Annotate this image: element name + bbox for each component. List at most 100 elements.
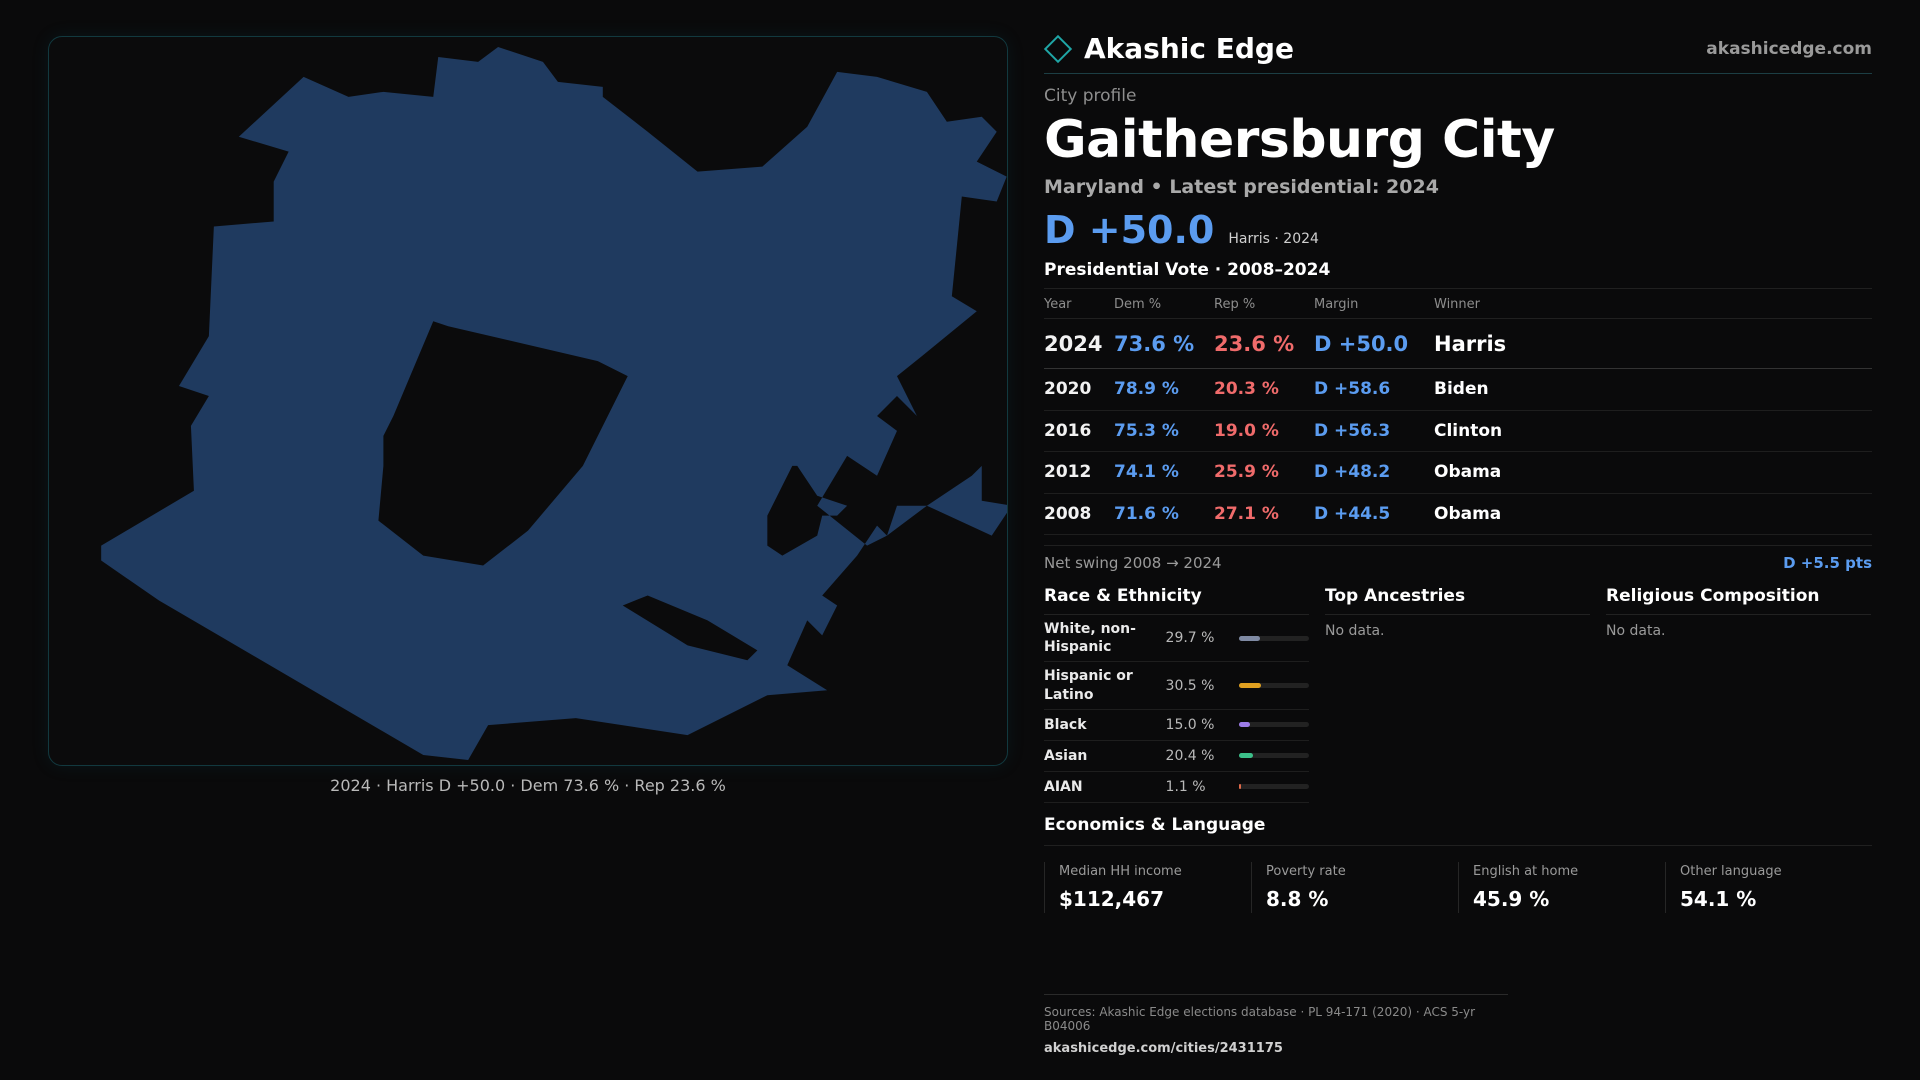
stat-label: English at home [1473, 863, 1579, 879]
stat-english-at-home: English at home 45.9 % [1458, 861, 1665, 913]
race-percent: 1.1 % [1165, 778, 1206, 795]
stat-label: Other language [1680, 863, 1782, 879]
demographics-grid: Race & Ethnicity White, non-Hispanic 29.… [1044, 586, 1872, 803]
race-bar-fill [1239, 635, 1260, 641]
religion-empty: No data. [1606, 623, 1666, 639]
stat-value: $112,467 [1059, 886, 1165, 911]
stat-value: 8.8 % [1266, 886, 1329, 911]
cell-year: 2008 [1044, 493, 1114, 535]
race-row: AIAN 1.1 % [1044, 772, 1309, 803]
race-bar-fill [1239, 784, 1241, 790]
race-name: Asian [1044, 747, 1088, 764]
stat-label: Median HH income [1059, 863, 1182, 879]
race-name: Black [1044, 716, 1087, 733]
net-swing-row: Net swing 2008 → 2024 D +5.5 pts [1044, 545, 1872, 572]
net-swing-value: D +5.5 pts [1783, 554, 1872, 572]
column-header-dem: Dem % [1114, 289, 1214, 319]
cell-rep: 20.3 % [1214, 368, 1314, 411]
cell-dem: 73.6 % [1114, 318, 1214, 369]
race-row: Asian 20.4 % [1044, 741, 1309, 772]
cell-rep: 23.6 % [1214, 318, 1314, 369]
race-bar-fill [1239, 722, 1250, 728]
net-swing-label: Net swing 2008 → 2024 [1044, 554, 1222, 572]
race-bar-track [1239, 722, 1309, 728]
economics-title: Economics & Language [1044, 815, 1872, 846]
presidential-vote-table: Year Dem % Rep % Margin Winner 2024 73.6… [1044, 289, 1872, 535]
cell-year: 2024 [1044, 318, 1114, 369]
brand[interactable]: Akashic Edge [1043, 32, 1294, 65]
cell-winner: Clinton [1434, 410, 1872, 452]
race-percent: 20.4 % [1165, 747, 1215, 764]
cell-winner: Obama [1434, 493, 1872, 535]
city-boundary-map [101, 46, 1007, 761]
economics-grid: Median HH income $112,467 Poverty rate 8… [1044, 861, 1872, 913]
race-name: Hispanic or Latino [1044, 668, 1133, 703]
table-header-row: Year Dem % Rep % Margin Winner [1044, 289, 1872, 319]
religion-title: Religious Composition [1606, 586, 1871, 615]
race-percent: 30.5 % [1165, 677, 1215, 694]
site-link[interactable]: akashicedge.com [1706, 38, 1872, 59]
column-header-winner: Winner [1434, 289, 1872, 319]
headline-margin: D +50.0 [1044, 208, 1215, 252]
column-header-margin: Margin [1314, 289, 1434, 319]
table-row: 2024 73.6 % 23.6 % D +50.0 Harris [1044, 318, 1872, 369]
presidential-vote-title: Presidential Vote · 2008–2024 [1044, 260, 1872, 289]
diamond-logo-icon [1043, 34, 1073, 63]
page-kicker: City profile [1044, 86, 1137, 106]
cell-dem: 75.3 % [1114, 410, 1214, 452]
table-row: 2016 75.3 % 19.0 % D +56.3 Clinton [1044, 410, 1872, 452]
race-name: AIAN [1044, 778, 1083, 795]
stat-poverty-rate: Poverty rate 8.8 % [1251, 861, 1458, 913]
cell-rep: 27.1 % [1214, 493, 1314, 535]
race-bar-fill [1239, 753, 1254, 759]
stat-other-language: Other language 54.1 % [1665, 861, 1872, 913]
ancestries-title: Top Ancestries [1325, 586, 1590, 615]
cell-margin: D +58.6 [1314, 368, 1434, 411]
cell-margin: D +48.2 [1314, 451, 1434, 494]
race-row: White, non-Hispanic 29.7 % [1044, 615, 1309, 663]
ancestries-section: Top Ancestries No data. [1325, 586, 1590, 803]
city-map [48, 36, 1008, 766]
page-subtitle: Maryland • Latest presidential: 2024 [1044, 176, 1439, 198]
profile-panel: Akashic Edge akashicedge.com City profil… [1043, 30, 1872, 913]
brand-name: Akashic Edge [1084, 32, 1294, 65]
race-bar-track [1239, 784, 1309, 790]
map-caption: 2024 · Harris D +50.0 · Dem 73.6 % · Rep… [330, 776, 726, 795]
cell-margin: D +50.0 [1314, 318, 1434, 369]
race-bar-track [1239, 753, 1309, 759]
ancestries-empty: No data. [1325, 623, 1385, 639]
cell-winner: Harris [1434, 318, 1872, 369]
race-bar-track [1239, 635, 1309, 641]
sources-text: Sources: Akashic Edge elections database… [1044, 1005, 1476, 1033]
stat-label: Poverty rate [1266, 863, 1346, 879]
cell-dem: 74.1 % [1114, 451, 1214, 494]
column-header-year: Year [1044, 289, 1114, 319]
religion-section: Religious Composition No data. [1606, 586, 1871, 803]
cell-rep: 25.9 % [1214, 451, 1314, 494]
stat-median-income: Median HH income $112,467 [1044, 861, 1251, 913]
cell-year: 2012 [1044, 451, 1114, 494]
race-ethnicity-title: Race & Ethnicity [1044, 586, 1309, 615]
sources-link[interactable]: akashicedge.com/cities/2431175 [1044, 1041, 1283, 1056]
cell-year: 2016 [1044, 410, 1114, 452]
brand-header: Akashic Edge akashicedge.com [1043, 30, 1872, 74]
race-percent: 15.0 % [1165, 716, 1215, 733]
cell-rep: 19.0 % [1214, 410, 1314, 452]
race-bar-fill [1239, 683, 1261, 689]
table-row: 2012 74.1 % 25.9 % D +48.2 Obama [1044, 451, 1872, 494]
city-boundary-shape [101, 46, 1007, 761]
race-row: Hispanic or Latino 30.5 % [1044, 662, 1309, 710]
cell-winner: Obama [1434, 451, 1872, 494]
cell-dem: 78.9 % [1114, 368, 1214, 411]
column-header-rep: Rep % [1214, 289, 1314, 319]
cell-margin: D +56.3 [1314, 410, 1434, 452]
headline-note: Harris · 2024 [1228, 231, 1319, 247]
cell-dem: 71.6 % [1114, 493, 1214, 535]
stat-value: 54.1 % [1680, 886, 1757, 911]
cell-margin: D +44.5 [1314, 493, 1434, 535]
sources-footer: Sources: Akashic Edge elections database… [1044, 994, 1508, 1056]
race-name: White, non-Hispanic [1044, 621, 1136, 656]
table-row: 2020 78.9 % 20.3 % D +58.6 Biden [1044, 368, 1872, 411]
race-ethnicity-section: Race & Ethnicity White, non-Hispanic 29.… [1044, 586, 1309, 803]
table-row: 2008 71.6 % 27.1 % D +44.5 Obama [1044, 493, 1872, 535]
